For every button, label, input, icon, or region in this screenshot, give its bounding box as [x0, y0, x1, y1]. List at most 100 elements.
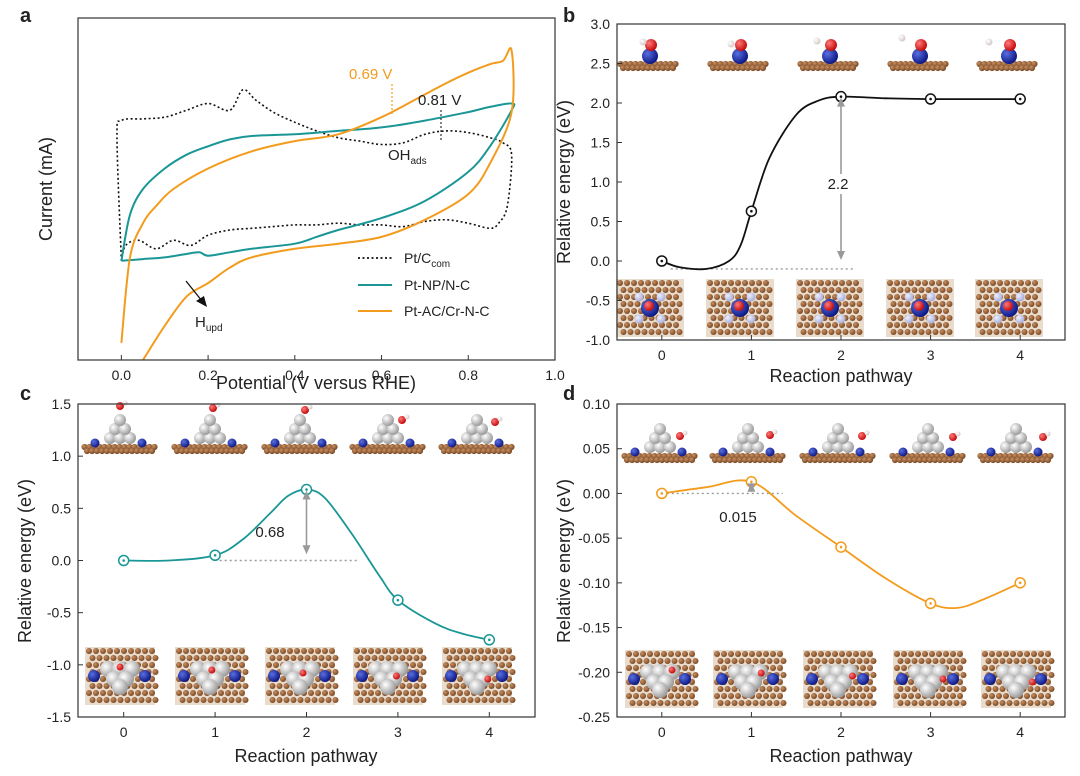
c-bottom-lattice-atom — [453, 697, 460, 703]
d-bottom-lattice-atom — [856, 686, 863, 692]
d-bottom-lattice-atom — [685, 658, 692, 664]
c-top-slab-atom — [143, 447, 151, 455]
b-top-slab-atom — [824, 64, 832, 72]
d-bottom-lattice-atom — [636, 658, 643, 664]
b-bottom-lattice-atom — [807, 315, 814, 321]
b-bottom-lattice-atom — [922, 322, 928, 328]
d-bottom-lattice-atom — [821, 686, 828, 692]
b-bottom-lattice-atom — [922, 280, 928, 286]
cv-curve-ptnp — [120, 102, 516, 262]
b-bottom-lattice-atom — [662, 329, 669, 335]
c-bottom-lattice-atom — [280, 648, 286, 654]
b-bottom-lattice-atom — [997, 322, 1003, 328]
b-top-slab-atom — [1018, 64, 1026, 72]
c-top-metal-atom — [447, 438, 457, 448]
c-top-slab-atom — [490, 447, 498, 455]
d-bottom-lattice-atom — [901, 665, 907, 671]
b-top-slab-atom — [749, 64, 757, 72]
d-bottom-lattice-atom — [936, 693, 942, 699]
b-barrier-arrowhead-top — [837, 97, 845, 107]
c-top-slab-atom — [193, 447, 201, 455]
d-bottom-pt-atom — [830, 682, 846, 698]
d-bottom-lattice-atom — [957, 693, 963, 699]
d-bottom-metal-atom — [1035, 673, 1047, 685]
b-bottom-nitrogen-atom — [634, 292, 644, 302]
b-bottom-lattice-atom — [929, 280, 935, 286]
c-bottom-lattice-atom — [453, 655, 460, 661]
c-bottom-lattice-atom — [218, 648, 224, 654]
d-bottom-lattice-atom — [1027, 686, 1034, 692]
d-top-slab-atom — [721, 456, 729, 464]
c-bottom-lattice-atom — [485, 690, 491, 696]
d-bottom-lattice-atom — [996, 693, 1002, 699]
c-top-slab-atom — [103, 447, 111, 455]
b-bottom-lattice-atom — [983, 280, 989, 286]
d-bottom-lattice-atom — [992, 700, 999, 706]
b-x-tick-label: 1 — [748, 347, 756, 363]
b-y-tick-label: 0.0 — [591, 253, 611, 269]
d-bottom-lattice-atom — [759, 686, 766, 692]
b-bottom-lattice-atom — [717, 315, 724, 321]
d-bottom-oxygen-atom — [1028, 678, 1036, 686]
panel-label-b: b — [563, 5, 575, 27]
cv-x-axis-label: Potential (V versus RHE) — [216, 373, 416, 393]
d-top-pt-atom — [912, 441, 924, 453]
b-bottom-lattice-atom — [652, 280, 658, 286]
panel-label-a: a — [20, 5, 32, 27]
d-top-slab-atom — [984, 456, 992, 464]
d-bottom-lattice-atom — [647, 693, 653, 699]
d-top-slab-atom — [989, 456, 997, 464]
b-bottom-lattice-atom — [804, 322, 810, 328]
d-top-slab-atom — [891, 456, 899, 464]
b-bottom-lattice-atom — [849, 287, 856, 293]
c-bottom-lattice-atom — [368, 676, 374, 682]
d-top-slab-atom — [628, 456, 636, 464]
b-bottom-lattice-atom — [714, 280, 720, 286]
b-bottom-lattice-atom — [979, 287, 986, 293]
d-bottom-lattice-atom — [860, 651, 866, 657]
b-top-slab-atom — [639, 64, 647, 72]
b-bottom-lattice-atom — [908, 322, 914, 328]
b-bottom-lattice-atom — [849, 301, 856, 307]
b-bottom-lattice-atom — [624, 322, 630, 328]
d-y-tick-label: 0.10 — [583, 396, 610, 412]
d-top-pt-atom — [649, 432, 661, 444]
cv-curve-ptac — [120, 47, 515, 360]
c-top-pt-atom — [204, 414, 216, 426]
hupd-arrow-head — [196, 296, 207, 307]
c-top-pt-atom — [109, 423, 121, 435]
b-top-slab-atom — [814, 64, 822, 72]
c-x-tick-label: 3 — [394, 724, 402, 740]
b-top-slab-atom — [889, 64, 897, 72]
c-bottom-lattice-atom — [499, 690, 505, 696]
d-bottom-lattice-atom — [678, 658, 685, 664]
c-bottom-lattice-atom — [509, 697, 516, 703]
b-top-slab-atom — [644, 64, 652, 72]
b-bottom-lattice-atom — [728, 322, 734, 328]
b-bottom-lattice-atom — [620, 315, 627, 321]
d-plot-area: 0.015 — [656, 476, 1026, 610]
d-bottom-lattice-atom — [717, 700, 724, 706]
b-bottom-lattice-atom — [894, 280, 900, 286]
b-bottom-lattice-atom — [1028, 301, 1035, 307]
b-bottom-lattice-atom — [936, 322, 942, 328]
d-bottom-lattice-atom — [814, 700, 821, 706]
c-bottom-lattice-atom — [190, 676, 196, 682]
d-top-pt-atom — [1005, 432, 1017, 444]
b-bottom-lattice-atom — [828, 329, 835, 335]
b-bottom-lattice-atom — [943, 322, 949, 328]
d-top-pt-atom — [1000, 441, 1012, 453]
d-top-slab-atom — [921, 456, 929, 464]
c-bottom-lattice-atom — [364, 697, 371, 703]
c-bottom-lattice-atom — [273, 648, 279, 654]
c-top-metal-atom — [317, 438, 327, 448]
b-bottom-lattice-atom — [842, 329, 849, 335]
d-bottom-lattice-atom — [832, 651, 838, 657]
c-y-tick-label: 0.0 — [52, 553, 72, 569]
c-bottom-lattice-atom — [385, 655, 392, 661]
c-bottom-lattice-atom — [446, 683, 453, 689]
d-top-pt-atom — [842, 441, 854, 453]
d-top-slab-atom — [761, 456, 769, 464]
d-bottom-lattice-atom — [724, 658, 731, 664]
c-bottom-lattice-atom — [460, 697, 467, 703]
